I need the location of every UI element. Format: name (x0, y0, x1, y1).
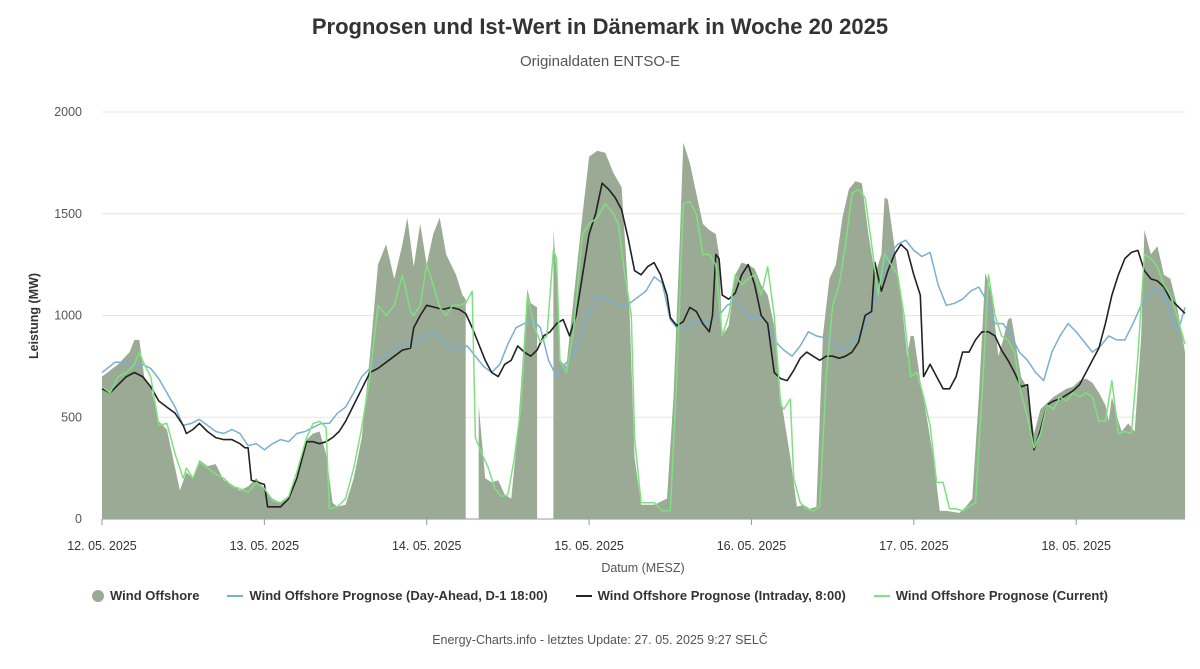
x-tick-label: 12. 05. 2025 (67, 539, 137, 553)
legend-item-intraday[interactable]: Wind Offshore Prognose (Intraday, 8:00) (575, 588, 846, 603)
x-axis: 12. 05. 2025 13. 05. 2025 14. 05. 2025 15. … (67, 518, 1185, 553)
series-line-2[interactable] (101, 182, 1186, 508)
chart-subtitle: Originaldaten ENTSO-E (519, 53, 681, 70)
y-tick-label: 1000 (54, 309, 82, 323)
x-axis-label: Datum (MESZ) (601, 561, 684, 575)
legend: Wind Offshore Wind Offshore Prognose (Da… (0, 588, 1200, 603)
legend-area-swatch-icon (92, 589, 104, 602)
y-tick-label: 1500 (54, 207, 82, 221)
legend-line-swatch-icon (227, 594, 244, 597)
legend-label: Wind Offshore Prognose (Current) (895, 588, 1108, 603)
y-tick-label: 2000 (54, 105, 82, 119)
chart-title: Prognosen und Ist-Wert in Dänemark in Wo… (311, 14, 889, 39)
y-tick-label: 0 (75, 512, 82, 526)
area-layer (102, 142, 1185, 520)
y-tick-label: 500 (61, 410, 82, 424)
footer-update-note: Energy-Charts.info - letztes Update: 27.… (432, 633, 768, 647)
legend-item-current[interactable]: Wind Offshore Prognose (Current) (873, 588, 1108, 603)
series-area-wind-offshore[interactable] (102, 142, 1185, 520)
legend-line-swatch-icon (575, 594, 592, 597)
legend-label: Wind Offshore (110, 588, 200, 603)
x-tick-label: 16. 05. 2025 (717, 539, 787, 553)
y-axis: 0 500 1000 1500 2000 (54, 105, 82, 526)
x-tick-label: 18. 05. 2025 (1041, 539, 1111, 553)
x-tick-label: 17. 05. 2025 (879, 539, 949, 553)
x-tick-label: 13. 05. 2025 (230, 539, 300, 553)
legend-item-day-ahead[interactable]: Wind Offshore Prognose (Day-Ahead, D-1 1… (227, 588, 548, 603)
x-tick-label: 14. 05. 2025 (392, 539, 462, 553)
legend-line-swatch-icon (873, 594, 890, 597)
x-tick-label: 15. 05. 2025 (554, 539, 624, 553)
y-axis-label: Leistung (MW) (27, 273, 41, 359)
line-layer (101, 182, 1186, 512)
series-line-3[interactable] (101, 188, 1186, 512)
legend-item-wind-offshore[interactable]: Wind Offshore (92, 588, 199, 603)
legend-label: Wind Offshore Prognose (Intraday, 8:00) (597, 588, 846, 603)
series-line-1[interactable] (101, 239, 1186, 451)
legend-label: Wind Offshore Prognose (Day-Ahead, D-1 1… (249, 588, 548, 603)
chart-plot[interactable]: 0 500 1000 1500 2000 12. 05. 2025 13. 05. 202… (0, 0, 1200, 585)
